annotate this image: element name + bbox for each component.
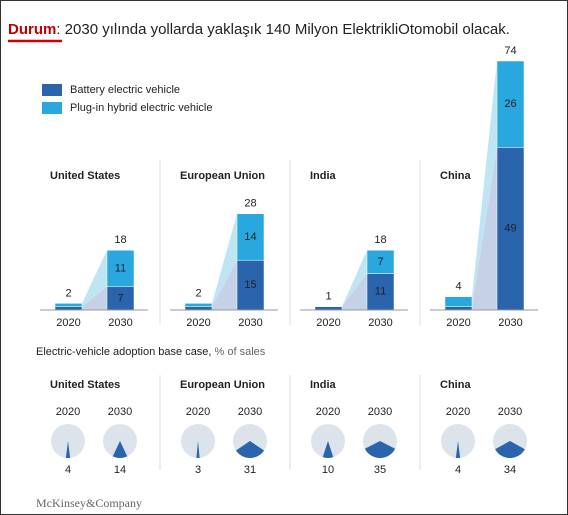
- connector: [472, 147, 497, 310]
- connector: [82, 250, 107, 307]
- legend-label: Plug-in hybrid electric vehicle: [70, 102, 212, 114]
- segment-label: 7: [117, 292, 123, 304]
- panel-title: European Union: [180, 379, 265, 391]
- connector: [342, 250, 367, 307]
- pie-value: 10: [322, 464, 334, 476]
- pie-value: 4: [455, 464, 461, 476]
- bar-segment: [54, 303, 83, 307]
- bar-segment: [184, 303, 213, 307]
- segment-label: 11: [375, 286, 386, 298]
- connector: [472, 61, 497, 307]
- pie-year: 2030: [238, 406, 262, 418]
- total-label: 18: [374, 234, 386, 246]
- panel-title: China: [440, 170, 471, 182]
- panel-title: India: [310, 170, 337, 182]
- pie-wedge: [364, 441, 396, 458]
- total-label: 74: [504, 45, 516, 57]
- footer: McKinsey&Company: [36, 496, 142, 510]
- pie-year: 2020: [316, 406, 340, 418]
- connector: [212, 213, 237, 307]
- header: Durum: 2030 yılında yollarda yaklaşık 14…: [8, 21, 510, 38]
- pie-year: 2030: [498, 406, 522, 418]
- x-tick-label: 2030: [108, 317, 132, 329]
- legend-swatch: [42, 84, 62, 96]
- pie-wedge: [455, 441, 461, 458]
- pie-heading: Electric-vehicle adoption base case, % o…: [36, 346, 266, 358]
- panel-title: India: [310, 379, 337, 391]
- x-tick-label: 2030: [498, 317, 522, 329]
- panel-title: United States: [50, 170, 120, 182]
- pie-wedge: [322, 441, 334, 459]
- header-text: : 2030 yılında yollarda yaklaşık 140 Mil…: [56, 21, 510, 38]
- total-label: 18: [114, 234, 126, 246]
- bar-segment: [444, 296, 473, 307]
- panel-title: European Union: [180, 170, 265, 182]
- connector: [82, 286, 107, 310]
- total-label: 1: [325, 291, 331, 303]
- segment-label: 26: [504, 98, 516, 110]
- header-label: Durum: [8, 21, 56, 38]
- pie-wedge: [235, 441, 265, 458]
- connector: [212, 260, 237, 310]
- x-tick-label: 2020: [446, 317, 470, 329]
- total-label: 2: [195, 287, 201, 299]
- pie-title: Electric-vehicle adoption base case,: [36, 346, 211, 358]
- x-tick-label: 2030: [368, 317, 392, 329]
- bar-segment: [236, 213, 265, 261]
- pie-value: 14: [114, 464, 126, 476]
- pie-wedge: [112, 441, 128, 458]
- pie-value: 35: [374, 464, 386, 476]
- pie-value: 3: [195, 464, 201, 476]
- total-label: 28: [244, 198, 256, 210]
- pie-year: 2030: [368, 406, 392, 418]
- panel-title: United States: [50, 379, 120, 391]
- segment-label: 15: [244, 279, 256, 291]
- pie-year: 2020: [186, 406, 210, 418]
- total-label: 4: [455, 281, 461, 293]
- x-tick-label: 2020: [316, 317, 340, 329]
- x-tick-label: 2020: [56, 317, 80, 329]
- pie-year: 2030: [108, 406, 132, 418]
- bar-segment: [496, 60, 525, 148]
- segment-label: 11: [115, 262, 126, 274]
- legend-swatch: [42, 102, 62, 114]
- bar-segment: [236, 259, 265, 311]
- pie-wedge: [495, 441, 525, 458]
- legend-label: Battery electric vehicle: [70, 84, 180, 96]
- segment-label: 14: [244, 231, 256, 243]
- total-label: 2: [65, 287, 71, 299]
- pie-value: 31: [244, 464, 256, 476]
- pie-year: 2020: [56, 406, 80, 418]
- pie-value: 4: [65, 464, 71, 476]
- x-tick-label: 2020: [186, 317, 210, 329]
- pie-unit: % of sales: [215, 346, 266, 358]
- panel-title: China: [440, 379, 471, 391]
- connector: [342, 273, 367, 310]
- pie-wedge: [65, 441, 71, 458]
- pie-wedge: [196, 441, 200, 459]
- segment-label: 49: [504, 223, 516, 235]
- bar-segment: [496, 147, 525, 311]
- pie-value: 34: [504, 464, 516, 476]
- segment-label: 7: [377, 256, 383, 268]
- pie-year: 2020: [446, 406, 470, 418]
- x-tick-label: 2030: [238, 317, 262, 329]
- bar-segment: [106, 249, 135, 288]
- bar-segment: [366, 249, 395, 274]
